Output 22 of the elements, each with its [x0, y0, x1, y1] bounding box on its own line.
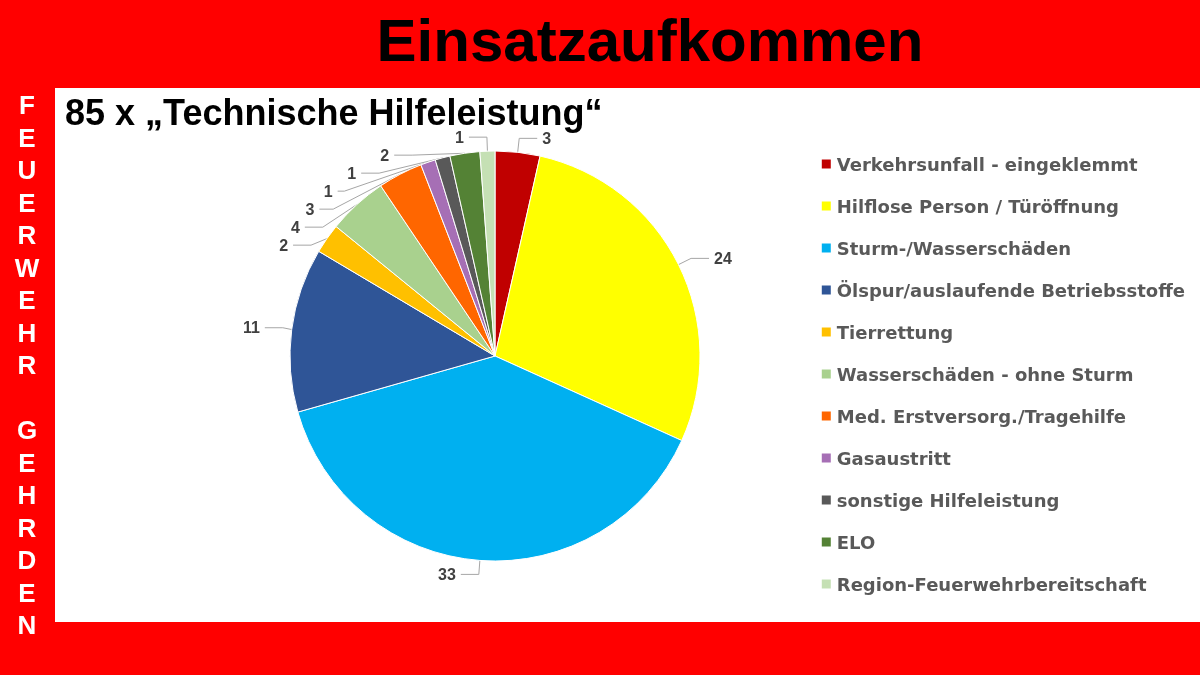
data-label: 2 — [279, 236, 289, 254]
text: FEUERWEHR GEHRDEN — [12, 90, 42, 643]
chart-title: Einsatzaufkommen — [375, 6, 925, 75]
legend-label: Gasaustritt — [836, 447, 952, 469]
legend-label: Ölspur/auslaufende Betriebsstoffe — [836, 279, 1185, 301]
data-label: 11 — [242, 319, 260, 337]
data-label: 1 — [347, 164, 357, 182]
data-label: 2 — [380, 146, 390, 164]
legend-label: Region-Feuerwehrbereitschaft — [836, 573, 1147, 595]
data-label: 33 — [438, 565, 456, 583]
data-label: 3 — [305, 200, 315, 218]
legend-label: ELO — [836, 531, 876, 553]
data-label: 1 — [323, 182, 333, 200]
legend-label: Hilflose Person / Türöffnung — [836, 195, 1119, 217]
legend-label: Tierrettung — [836, 321, 954, 343]
data-label: 24 — [714, 249, 732, 267]
legend-label: Sturm-/Wasserschäden — [836, 237, 1071, 259]
data-label: 4 — [290, 218, 300, 236]
legend-label: sonstige Hilfeleistung — [836, 489, 1060, 511]
legend-label: Wasserschäden - ohne Sturm — [836, 363, 1134, 385]
legend-label: Verkehrsunfall - eingeklemmt — [836, 153, 1139, 175]
legend-label: Med. Erstversorg./Tragehilfe — [836, 405, 1127, 427]
